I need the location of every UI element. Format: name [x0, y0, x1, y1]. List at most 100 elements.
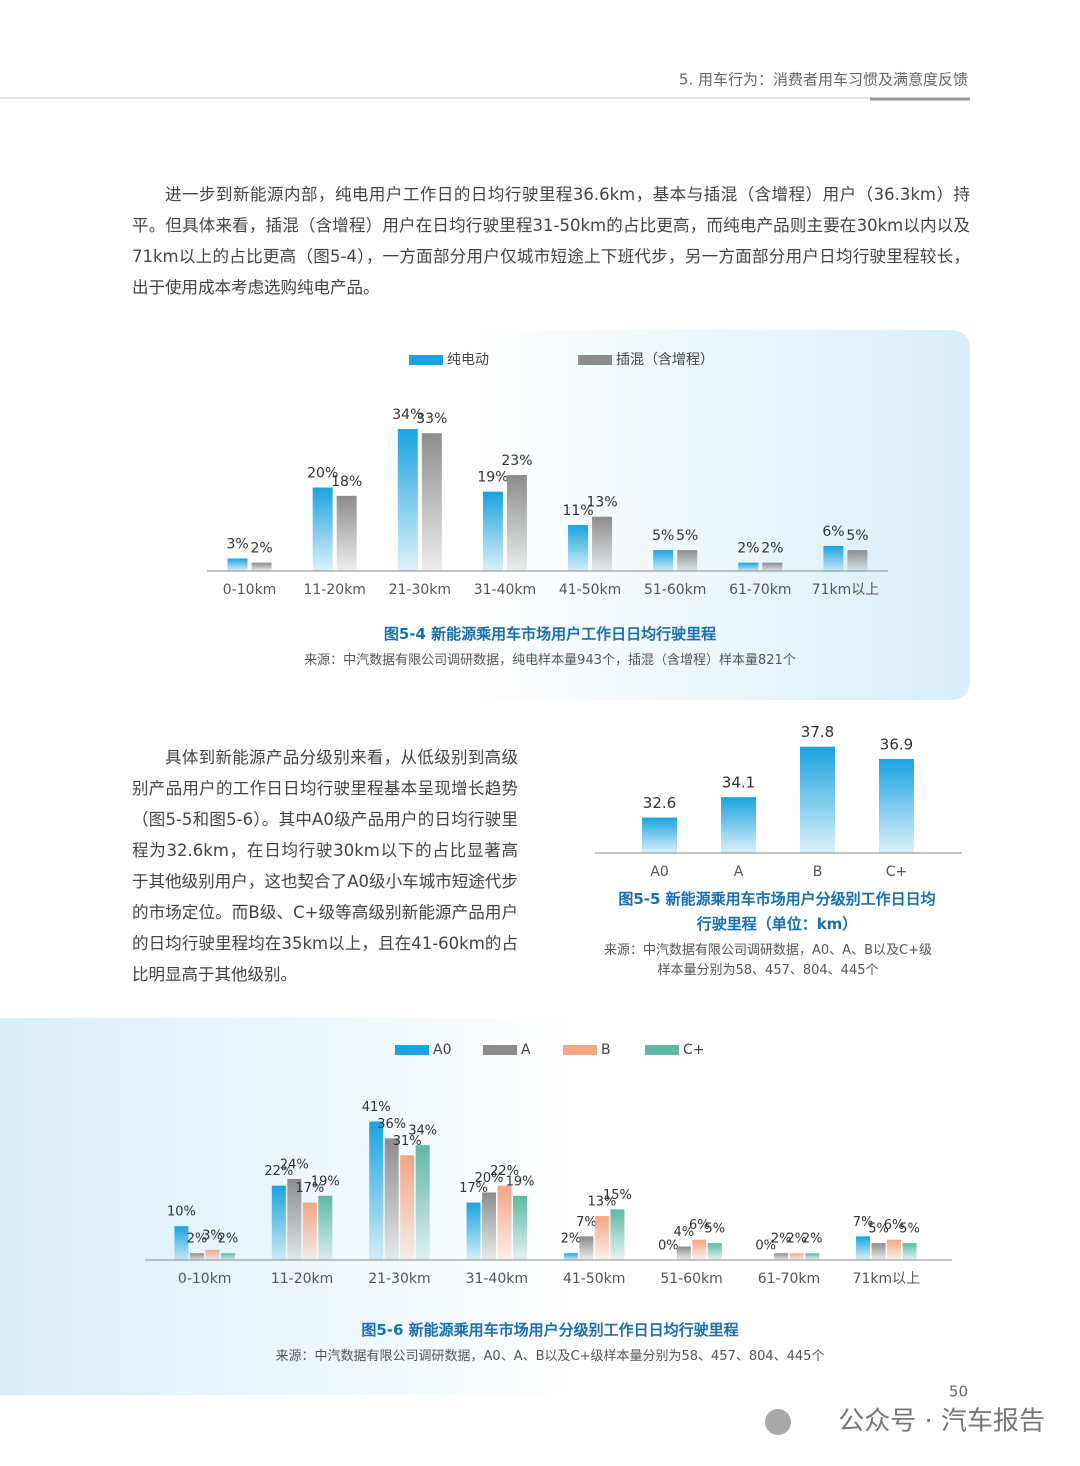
value-label: 13% [587, 495, 618, 511]
bar [774, 1253, 789, 1260]
bar [384, 1138, 399, 1260]
bar [336, 495, 357, 571]
bar [369, 1121, 384, 1260]
bar [189, 1253, 204, 1260]
x-tick-label: 0-10km [178, 1271, 232, 1287]
chart-source: 来源：中汽数据有限公司调研数据，A0、A、B以及C+级样本量分别为58、457、… [275, 1349, 825, 1364]
legend-label: C+ [683, 1042, 705, 1058]
x-tick-label: 41-50km [559, 582, 621, 598]
legend-swatch [645, 1045, 679, 1055]
x-tick-label: B [813, 864, 823, 880]
value-label: 37.8 [801, 723, 834, 741]
value-label: 5% [899, 1222, 920, 1237]
bar [707, 1243, 722, 1260]
chart-source: 来源：中汽数据有限公司调研数据，纯电样本量943个，插混（含增程）样本量821个 [304, 653, 796, 668]
x-tick-label: 41-50km [563, 1271, 625, 1287]
value-label: 6% [689, 1218, 710, 1233]
legend-swatch [578, 355, 612, 365]
chart-panel [130, 330, 970, 700]
chart-caption: 图5-5 新能源乘用车市场用户分级别工作日日均行驶里程（单位：km） [618, 890, 936, 933]
value-label: 7% [576, 1215, 597, 1230]
x-tick-label: 71km以上 [853, 1271, 921, 1287]
bar [642, 817, 677, 853]
value-label: 0% [658, 1239, 679, 1254]
bar [220, 1253, 235, 1260]
value-label: 34% [392, 407, 423, 423]
value-label: 17% [295, 1181, 324, 1196]
legend-label: B [601, 1042, 611, 1058]
bar [887, 1239, 902, 1260]
value-label: 5% [846, 528, 868, 544]
value-label: 36% [377, 1117, 406, 1132]
bar [482, 1192, 497, 1260]
x-tick-label: 0-10km [223, 582, 277, 598]
value-label: 2% [771, 1232, 792, 1247]
value-label: 23% [501, 453, 532, 469]
value-label: 31% [393, 1134, 422, 1149]
page-number: 50 [949, 1383, 968, 1401]
bar [738, 562, 759, 571]
value-label: 2% [761, 541, 783, 557]
value-label: 41% [362, 1100, 391, 1115]
chart-source: 来源：中汽数据有限公司调研数据，A0、A、B以及C+级样本量分别为58、457、… [604, 943, 932, 978]
bar [692, 1239, 707, 1260]
x-tick-label: 21-30km [368, 1271, 430, 1287]
bar [805, 1253, 820, 1260]
value-label: 2% [802, 1232, 823, 1247]
value-label: 3% [202, 1228, 223, 1243]
bar [312, 487, 333, 571]
header-section: 5. 用车行为：消费者用车习惯及满意度反馈 [679, 71, 968, 89]
value-label: 22% [264, 1164, 293, 1179]
chart-caption: 图5-4 新能源乘用车市场用户工作日日均行驶里程 [383, 625, 717, 643]
bar [287, 1178, 302, 1260]
bar [302, 1202, 317, 1260]
bar [482, 491, 503, 571]
x-tick-label: A [734, 864, 744, 880]
value-label: 19% [311, 1174, 340, 1189]
legend-label: 纯电动 [447, 352, 489, 368]
x-tick-label: 31-40km [466, 1271, 528, 1287]
value-label: 22% [490, 1164, 519, 1179]
bar [466, 1202, 481, 1260]
value-label: 3% [226, 536, 248, 552]
value-label: 6% [822, 524, 844, 540]
value-label: 7% [853, 1215, 874, 1230]
value-label: 17% [459, 1181, 488, 1196]
x-tick-label: 71km以上 [812, 582, 880, 598]
value-label: 33% [416, 411, 447, 427]
bar [721, 797, 756, 853]
bar [174, 1226, 189, 1260]
bar [676, 1246, 691, 1260]
x-tick-label: C+ [886, 864, 908, 880]
value-label: 18% [331, 474, 362, 490]
bar [513, 1195, 528, 1260]
paragraph: 进一步到新能源内部，纯电用户工作日的日均行驶里程36.6km，基本与插混（含增程… [132, 185, 970, 297]
bar [789, 1253, 804, 1260]
legend-label: A0 [433, 1042, 451, 1058]
value-label: 2% [250, 541, 272, 557]
x-tick-label: 11-20km [303, 582, 365, 598]
bar [421, 433, 442, 571]
bar [251, 562, 272, 571]
bar [506, 474, 527, 571]
bar [800, 746, 835, 853]
x-tick-label: A0 [650, 864, 668, 880]
watermark: 公众号 · 汽车报告 [838, 1407, 1045, 1437]
legend-swatch [409, 355, 443, 365]
value-label: 10% [167, 1205, 196, 1220]
bar [847, 550, 868, 571]
value-label: 15% [603, 1188, 632, 1203]
bar [902, 1243, 917, 1260]
legend-swatch [563, 1045, 597, 1055]
bar [400, 1155, 415, 1260]
x-tick-label: 61-70km [758, 1271, 820, 1287]
value-label: 5% [676, 528, 698, 544]
value-label: 32.6 [643, 794, 676, 812]
bar [871, 1243, 886, 1260]
bar [856, 1236, 871, 1260]
value-label: 5% [705, 1222, 726, 1237]
value-label: 4% [674, 1225, 695, 1240]
value-label: 2% [187, 1232, 208, 1247]
bar [677, 550, 698, 571]
